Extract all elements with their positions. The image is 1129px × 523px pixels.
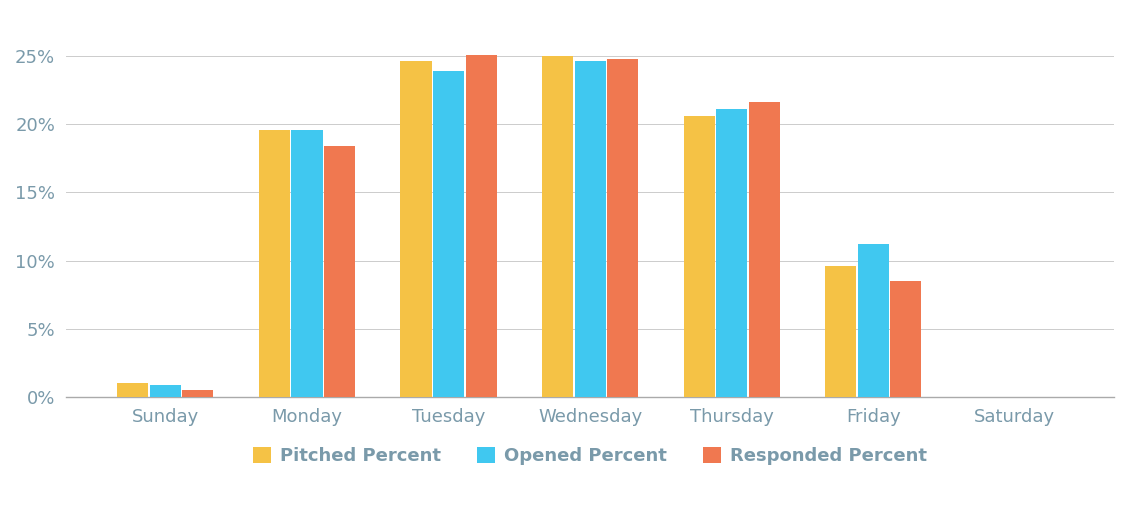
Bar: [825, 266, 856, 397]
Bar: [150, 385, 181, 397]
Bar: [291, 130, 323, 397]
Bar: [749, 103, 780, 397]
Bar: [465, 54, 497, 397]
Legend: Pitched Percent, Opened Percent, Responded Percent: Pitched Percent, Opened Percent, Respond…: [246, 439, 935, 472]
Bar: [575, 61, 605, 397]
Bar: [259, 130, 290, 397]
Bar: [401, 61, 431, 397]
Bar: [117, 383, 148, 397]
Bar: [891, 281, 921, 397]
Bar: [858, 244, 889, 397]
Bar: [432, 71, 464, 397]
Bar: [716, 109, 747, 397]
Bar: [683, 116, 715, 397]
Bar: [324, 146, 356, 397]
Bar: [607, 59, 638, 397]
Bar: [542, 56, 574, 397]
Bar: [183, 390, 213, 397]
